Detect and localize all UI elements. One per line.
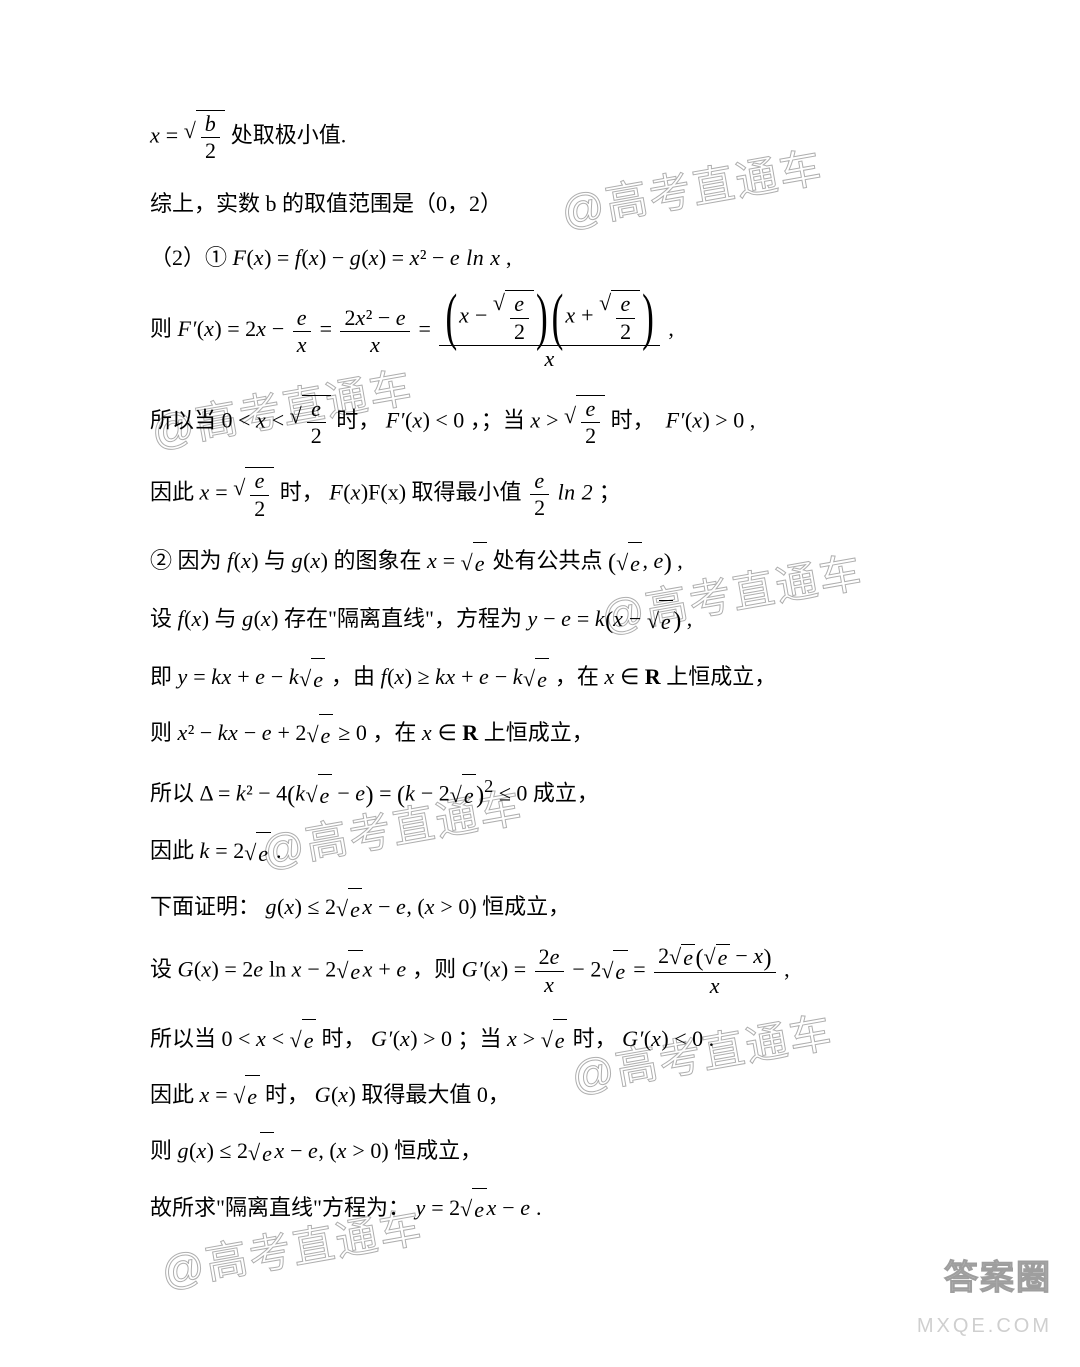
math-den: 2	[201, 138, 221, 164]
text: 成立，	[533, 780, 599, 805]
text-line: 则 F′(x) = 2x − ex = 2x² − ex = (x − e2)(…	[150, 290, 930, 372]
math-den: x	[340, 332, 410, 358]
text: 故所求"隔离直线"方程为：	[150, 1195, 410, 1220]
text-line: 则 g(x) ≤ 2ex − e, (x > 0) 恒成立，	[150, 1130, 930, 1174]
text-line: 故所求"隔离直线"方程为： y = 2ex − e .	[150, 1187, 930, 1231]
text-line: 设 f(x) 与 g(x) 存在"隔离直线"，方程为 y − e = k(x −…	[150, 598, 930, 644]
text: ,	[668, 317, 674, 342]
text-line: 设 G(x) = 2e ln x − 2ex + e ，则 G′(x) = 2e…	[150, 943, 930, 1000]
text: ；当	[458, 1026, 508, 1051]
text: 设	[150, 956, 178, 981]
text: 则	[150, 720, 178, 745]
text: 时，	[611, 407, 655, 432]
text: ,	[750, 407, 756, 432]
text: 因此	[150, 480, 200, 505]
text: 下面证明：	[150, 894, 260, 919]
text: ,	[506, 245, 512, 270]
text-line: x = b2 处取极小值.	[150, 110, 930, 165]
text: 即	[150, 664, 178, 689]
text: .	[276, 838, 282, 863]
footer-badge-url: MXQE.COM	[917, 1307, 1052, 1345]
text: 恒成立，	[394, 1138, 482, 1163]
text-line: 因此 x = e 时， G(x) 取得最大值 0，	[150, 1074, 930, 1118]
math-den: x	[293, 332, 311, 358]
text: ，则	[412, 956, 462, 981]
text: .	[709, 1026, 715, 1051]
text: 所以当	[150, 1026, 222, 1051]
text-line: 所以 Δ = k² − 4(ke − e) = (k − 2e)2 ≤ 0 成立…	[150, 769, 930, 818]
text-line: 则 x² − kx − e + 2e ≥ 0 ，在 x ∈ R 上恒成立，	[150, 712, 930, 756]
text: ,	[687, 606, 693, 631]
text-line: 因此 k = 2e .	[150, 830, 930, 874]
text: 设	[150, 606, 178, 631]
text: F(x) 取得最小值	[368, 480, 527, 505]
text: 时，	[280, 480, 324, 505]
text: ln 2	[558, 480, 594, 505]
footer-badge-title: 答案圈	[917, 1246, 1052, 1311]
text: 恒成立，	[482, 894, 570, 919]
math-num: 2x² − e	[340, 305, 410, 332]
text-line: 所以当 0 < x < e 时， G′(x) > 0 ；当 x > e 时， G…	[150, 1018, 930, 1062]
math-num: e	[293, 305, 311, 332]
text: 时，	[573, 1026, 617, 1051]
footer-badge: 答案圈 MXQE.COM	[917, 1246, 1052, 1345]
text: 因此	[150, 1082, 200, 1107]
text: 时，	[336, 407, 380, 432]
text-line: 即 y = kx + e − ke ，由 f(x) ≥ kx + e − ke …	[150, 656, 930, 700]
text: .	[536, 1195, 542, 1220]
text: ,	[784, 956, 790, 981]
text-line: 所以当 0 < x < e2 时， F′(x) < 0 ，；当 x > e2 时…	[150, 395, 930, 450]
text: 处有公共点	[493, 548, 609, 573]
text: ② 因为	[150, 548, 227, 573]
text: 则	[150, 1138, 178, 1163]
text-line: 因此 x = e2 时， F(x)F(x) 取得最小值 e2 ln 2 ；	[150, 467, 930, 522]
text: 所以当	[150, 407, 222, 432]
document-page: @高考直通车 @高考直通车 @高考直通车 @高考直通车 @高考直通车 @高考直通…	[0, 0, 1080, 1367]
text: 时，	[321, 1026, 365, 1051]
text: ，由	[331, 664, 381, 689]
text: 则	[150, 317, 178, 342]
math-num: (x − e2)(x + e2)	[439, 290, 659, 346]
text: 处取极小值.	[231, 122, 347, 147]
text-line: 综上，实数 b 的取值范围是（0，2）	[150, 183, 930, 225]
text: ；	[599, 480, 621, 505]
text-line: （2）① F(x) = f(x) − g(x) = x² − e ln x ,	[150, 237, 930, 279]
text: 所以	[150, 780, 200, 805]
text: （2）①	[150, 245, 233, 270]
math-den: x	[439, 346, 659, 372]
math-num: b	[201, 111, 221, 138]
text: ，；当	[470, 407, 531, 432]
text: ,	[677, 548, 683, 573]
text: 时，	[265, 1082, 309, 1107]
text: 因此	[150, 838, 200, 863]
text-line: ② 因为 f(x) 与 g(x) 的图象在 x = e 处有公共点 (e, e)…	[150, 540, 930, 586]
text-line: 下面证明： g(x) ≤ 2ex − e, (x > 0) 恒成立，	[150, 886, 930, 930]
